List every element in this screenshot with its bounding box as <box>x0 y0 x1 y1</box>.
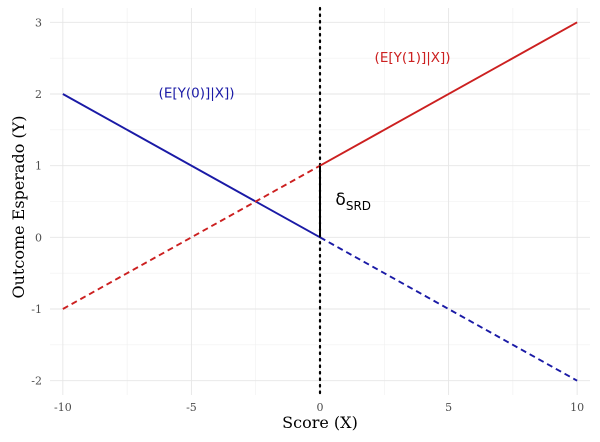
y-axis-title: Outcome Esperado (Y) <box>9 116 28 299</box>
series-0-dashed-segment <box>319 236 578 382</box>
y-tick-label: 2 <box>35 88 42 101</box>
series-group: (E[Y(0)]|X]) (E[Y(1)]|X]) <box>62 21 578 382</box>
series-label-1: (E[Y(1)]|X]) <box>375 50 451 66</box>
x-tick-label: -10 <box>54 401 72 414</box>
x-axis-title: Score (X) <box>282 413 358 432</box>
series-label-0: (E[Y(0)]|X]) <box>159 86 235 102</box>
y-tick-label: 3 <box>35 16 42 29</box>
y-tick-label: 1 <box>35 160 42 173</box>
x-tick-label: -5 <box>186 401 197 414</box>
annotations: δSRD <box>319 165 371 238</box>
x-axis-ticks: -10 -5 0 5 10 <box>54 401 584 414</box>
delta-srd-label: δSRD <box>335 190 371 213</box>
series-0-solid-segment <box>62 93 321 239</box>
y-tick-label: 0 <box>35 231 42 244</box>
x-tick-label: 5 <box>445 401 452 414</box>
x-tick-label: 10 <box>570 401 584 414</box>
series-1-solid-segment <box>319 21 578 167</box>
y-axis-ticks: -2 -1 0 1 2 3 <box>31 16 42 387</box>
series-1-dashed-segment <box>62 164 321 310</box>
y-tick-label: -1 <box>31 303 42 316</box>
x-tick-label: 0 <box>317 401 324 414</box>
y-tick-label: -2 <box>31 375 42 388</box>
